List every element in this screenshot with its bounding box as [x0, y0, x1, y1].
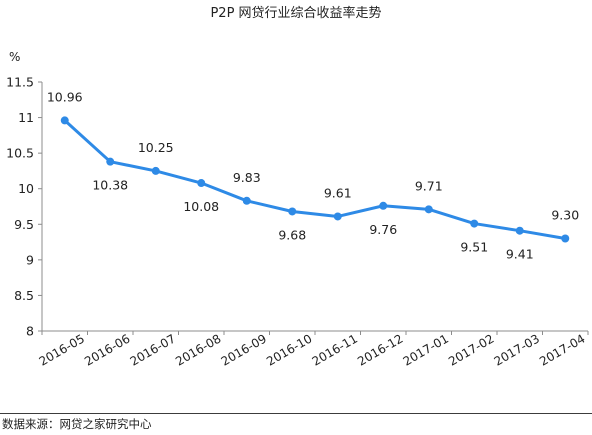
data-label: 9.61: [324, 185, 352, 200]
y-tick-label: 11.5: [6, 75, 34, 90]
axes: [41, 82, 588, 332]
x-tick-label: 2017-03: [492, 331, 542, 368]
x-tick-label: 2017-02: [446, 331, 496, 368]
data-point: [60, 116, 69, 125]
data-point: [470, 219, 479, 228]
y-axis-unit-label: %: [9, 50, 20, 64]
y-tick-label: 9.5: [14, 217, 34, 232]
data-point: [333, 212, 342, 221]
y-tick-label: 9: [26, 252, 34, 267]
data-point: [561, 234, 570, 243]
data-label: 10.38: [92, 178, 128, 193]
footer-divider: [0, 413, 592, 414]
y-tick-label: 11: [18, 110, 34, 125]
x-tick-label: 2017-01: [401, 331, 451, 368]
data-labels: 10.96 10.38 10.25 10.08 9.83 9.68 9.61 9.76 9.71…: [47, 89, 579, 261]
x-axis-ticks: 2016-052016-062016-072016-082016-092016-…: [37, 331, 589, 369]
data-label: 10.08: [183, 199, 219, 214]
data-point: [151, 166, 160, 175]
series-polyline: [63, 119, 566, 240]
x-tick-label: 2016-07: [128, 331, 178, 368]
data-label: 9.51: [460, 240, 488, 255]
data-point: [424, 205, 433, 214]
data-label: 9.76: [369, 222, 397, 237]
y-tick-label: 10.5: [6, 146, 34, 161]
data-label: 10.96: [47, 89, 83, 104]
data-point: [242, 196, 251, 205]
x-tick-label: 2016-06: [82, 331, 132, 368]
data-label: 9.68: [278, 227, 306, 242]
data-point: [197, 179, 206, 188]
data-point: [106, 157, 115, 166]
data-point: [379, 201, 388, 210]
data-label: 9.41: [506, 247, 534, 262]
data-label: 10.25: [138, 140, 174, 155]
y-tick-label: 8.5: [14, 288, 34, 303]
x-tick-label: 2016-08: [173, 331, 223, 368]
x-tick-label: 2016-09: [219, 331, 269, 368]
data-label: 9.71: [415, 178, 443, 193]
data-point: [288, 207, 297, 216]
source-note: 数据来源：网贷之家研究中心: [2, 417, 152, 431]
x-tick-label: 2016-10: [264, 331, 314, 368]
x-tick-label: 2017-04: [537, 331, 587, 368]
chart-title: P2P 网贷行业综合收益率走势: [210, 6, 382, 21]
data-point: [515, 226, 524, 235]
y-tick-label: 10: [18, 181, 34, 196]
x-tick-label: 2016-11: [310, 331, 360, 368]
series-line: [60, 116, 570, 243]
data-label: 9.83: [233, 170, 261, 185]
y-axis-ticks: 8 8.5 9 9.5 10 10.5 11 11.5: [6, 75, 42, 339]
x-tick-label: 2016-12: [355, 331, 405, 368]
x-tick-label: 2016-05: [37, 331, 87, 368]
data-label: 9.30: [551, 208, 579, 223]
y-tick-label: 8: [26, 324, 34, 339]
